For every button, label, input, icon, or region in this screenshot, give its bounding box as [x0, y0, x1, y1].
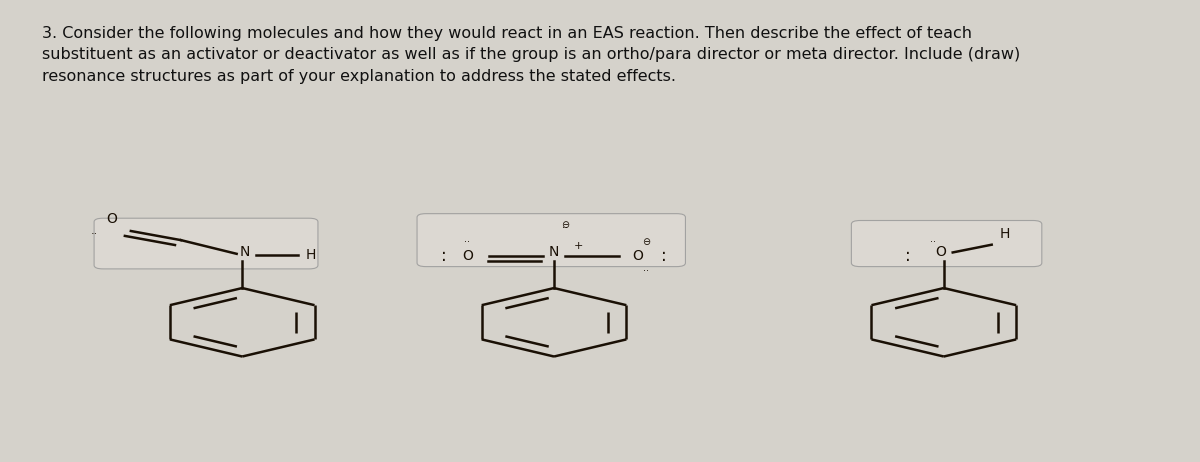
- Text: N: N: [548, 245, 559, 259]
- Text: O: O: [462, 249, 473, 263]
- Text: +: +: [574, 241, 583, 250]
- Text: :: :: [905, 247, 911, 265]
- Text: :: :: [442, 247, 448, 265]
- Text: :: :: [661, 247, 667, 265]
- FancyBboxPatch shape: [94, 218, 318, 269]
- Text: ··: ··: [90, 229, 97, 239]
- Text: O: O: [107, 213, 118, 226]
- FancyBboxPatch shape: [418, 213, 685, 267]
- Text: O: O: [935, 245, 946, 259]
- Text: ··: ··: [643, 266, 649, 276]
- Text: ··: ··: [562, 223, 568, 233]
- Text: H: H: [306, 248, 316, 262]
- Text: 3. Consider the following molecules and how they would react in an EAS reaction.: 3. Consider the following molecules and …: [42, 25, 1020, 84]
- Text: H: H: [1000, 227, 1010, 242]
- Text: N: N: [239, 245, 250, 259]
- Text: O: O: [632, 249, 643, 263]
- FancyBboxPatch shape: [851, 220, 1042, 267]
- Text: ⊖: ⊖: [642, 237, 650, 247]
- Text: ⊖: ⊖: [562, 219, 569, 230]
- Text: ··: ··: [930, 237, 936, 247]
- Text: ··: ··: [464, 237, 470, 247]
